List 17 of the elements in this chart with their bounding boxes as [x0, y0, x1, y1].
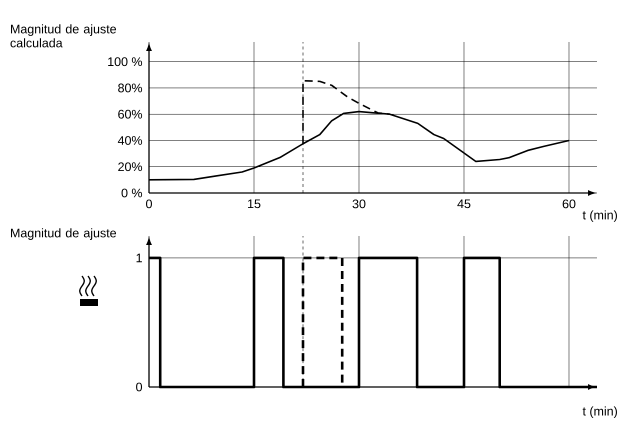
y-tick-label: 0 % — [122, 188, 142, 198]
y-tick-label: 60% — [118, 110, 142, 119]
x-axis-title: t (min) — [582, 210, 617, 222]
y-tick-label: 1 — [136, 254, 142, 262]
x-tick-label: 15 — [248, 199, 260, 208]
x-tick-label: 45 — [457, 199, 470, 208]
x-axis-title: t (min) — [582, 406, 617, 418]
y-tick-label: 100 % — [108, 57, 142, 66]
y-tick-label: 80% — [118, 83, 142, 92]
y-tick-label: 20% — [118, 162, 142, 172]
y-axis-title: Magnitud de ajuste calculada — [10, 24, 116, 48]
y-tick-label: 0 — [136, 382, 142, 392]
x-tick-label: 0 — [146, 199, 152, 208]
y-tick-label: 40% — [118, 136, 142, 145]
x-tick-label: 60 — [562, 199, 576, 208]
x-tick-label: 30 — [352, 199, 366, 208]
y-axis-title: Magnitud de ajuste — [11, 228, 116, 240]
